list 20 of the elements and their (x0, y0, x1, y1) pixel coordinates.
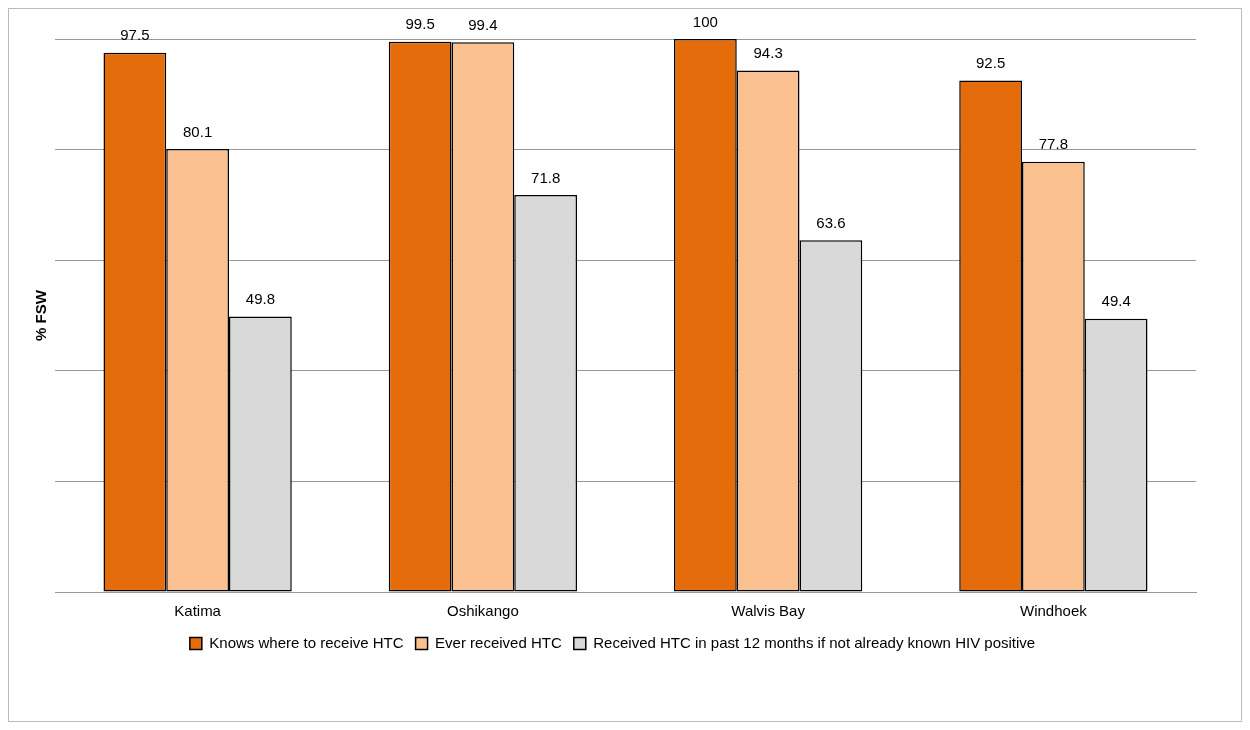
x-tick-label: Windhoek (1020, 602, 1088, 620)
x-tick-label: Oshikango (447, 602, 519, 620)
legend-label: Ever received HTC (435, 633, 562, 651)
data-label: 71.8 (531, 168, 561, 186)
data-label: 97.5 (120, 26, 150, 44)
data-label: 92.5 (976, 54, 1006, 72)
data-label: 100 (692, 12, 718, 30)
x-tick-label: Walvis Bay (731, 602, 806, 620)
data-label: 80.1 (183, 122, 213, 140)
data-label: 94.3 (753, 44, 783, 62)
legend-label: Knows where to receive HTC (209, 633, 404, 651)
data-label: 77.8 (1038, 135, 1068, 153)
x-tick-label: Katima (174, 602, 222, 620)
data-label: 99.5 (405, 15, 435, 33)
data-label: 49.8 (245, 290, 275, 308)
y-axis-title: % FSW (32, 289, 50, 341)
data-label: 49.4 (1101, 292, 1131, 310)
data-label: 63.6 (816, 213, 846, 231)
legend-label: Received HTC in past 12 months if not already known HIV positive (593, 633, 1036, 651)
data-label: 99.4 (468, 15, 498, 33)
